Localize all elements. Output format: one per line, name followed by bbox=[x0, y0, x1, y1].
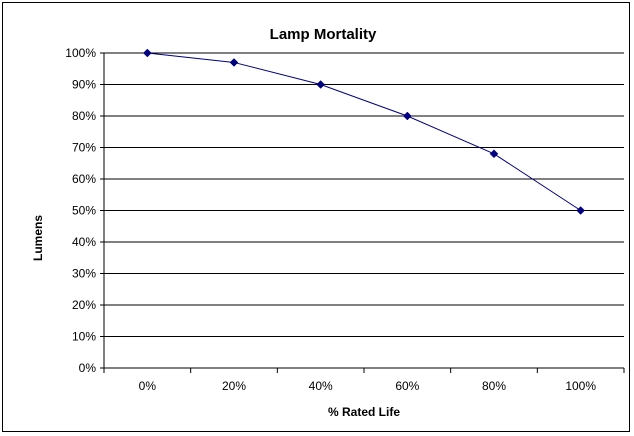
y-axis-label: Lumens bbox=[31, 215, 45, 261]
y-tick-label: 80% bbox=[72, 109, 96, 123]
y-tick-labels: 0% 10% 20% 30% 40% 50% 60% 70% 80% 90% 100% bbox=[65, 46, 96, 375]
x-tick-label: 100% bbox=[565, 379, 596, 393]
x-tick-label: 80% bbox=[482, 379, 506, 393]
data-point-marker bbox=[402, 111, 412, 121]
y-tick-label: 60% bbox=[72, 172, 96, 186]
y-tick-label: 70% bbox=[72, 141, 96, 155]
y-tick-label: 90% bbox=[72, 78, 96, 92]
data-point-marker bbox=[316, 80, 326, 89]
data-point-marker bbox=[142, 48, 152, 58]
y-tick-label: 40% bbox=[72, 235, 96, 249]
data-point-marker bbox=[229, 58, 239, 67]
data-point-marker bbox=[489, 149, 499, 159]
series-group bbox=[142, 48, 586, 215]
y-tick-label: 0% bbox=[79, 361, 97, 375]
y-tick-label: 10% bbox=[72, 330, 96, 344]
y-tick-label: 30% bbox=[72, 267, 96, 281]
data-point-marker bbox=[576, 206, 586, 215]
x-tick-label: 0% bbox=[139, 379, 157, 393]
axes bbox=[100, 52, 625, 373]
y-tick-label: 50% bbox=[72, 204, 96, 218]
y-tick-label: 20% bbox=[72, 298, 96, 312]
x-tick-labels: 0% 20% 40% 60% 80% 100% bbox=[139, 379, 597, 393]
x-tick-label: 20% bbox=[222, 379, 246, 393]
x-tick-label: 40% bbox=[309, 379, 333, 393]
chart-title: Lamp Mortality bbox=[270, 26, 377, 43]
x-axis-label: % Rated Life bbox=[328, 405, 400, 419]
gridlines bbox=[104, 52, 624, 337]
x-tick-label: 60% bbox=[395, 379, 419, 393]
chart-frame bbox=[2, 2, 630, 432]
series-line bbox=[147, 52, 581, 211]
y-tick-label: 100% bbox=[65, 46, 96, 60]
